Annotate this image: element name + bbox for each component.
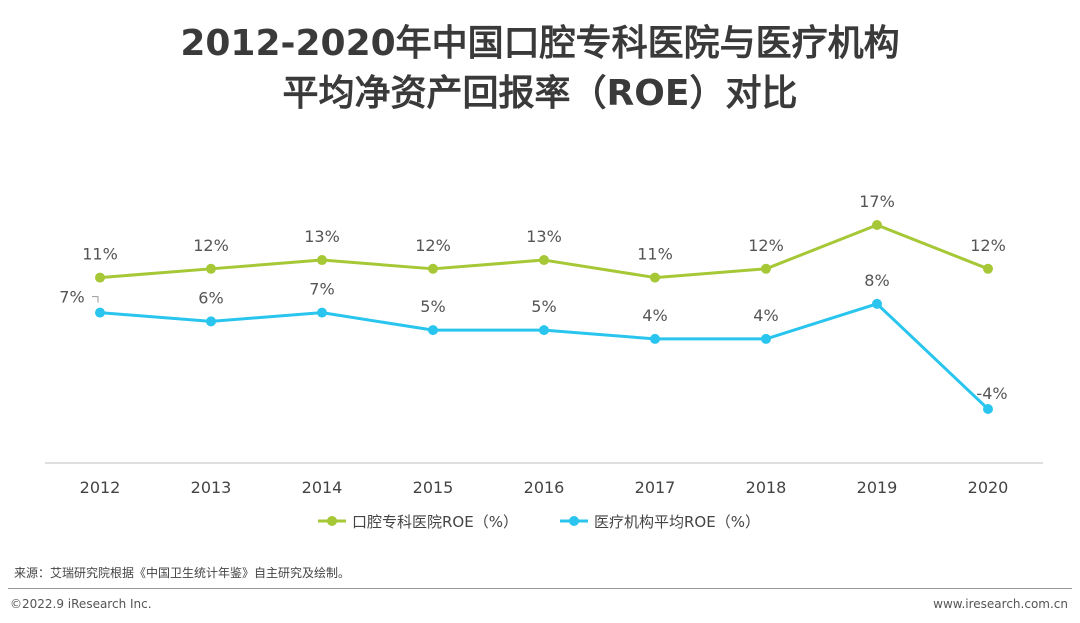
data-point [428,325,438,336]
data-point [95,307,105,318]
copyright-text: ©2022.9 iResearch Inc. [10,597,152,611]
x-tick-label: 2020 [968,478,1009,497]
x-tick-label: 2016 [524,478,565,497]
line-chart: 2012 2013 2014 2015 2016 2017 2018 2019 2020 11% 1… [45,192,1043,531]
data-label: 7% [309,280,334,299]
data-point [428,263,438,274]
data-label: 11% [637,245,673,264]
data-point [650,272,660,283]
data-point [983,263,993,274]
data-label: 7% [59,288,84,307]
data-label: 8% [864,271,889,290]
data-label: 5% [531,297,556,316]
data-label: 12% [748,236,784,255]
data-label: 17% [859,192,895,211]
data-point [983,404,993,414]
legend-swatch-marker [327,516,337,526]
data-point [206,316,216,327]
data-point [317,255,327,266]
footer-divider [8,588,1072,589]
data-label: -4% [976,384,1007,403]
data-label: 5% [420,297,445,316]
legend-swatch-marker [569,516,579,526]
data-label: 4% [642,306,667,325]
x-tick-label: 2019 [857,478,898,497]
data-label: 12% [415,236,451,255]
series-line-2 [99,302,990,411]
data-point [317,307,327,318]
x-tick-label: 2018 [746,478,787,497]
website-text: www.iresearch.com.cn [933,597,1068,611]
data-label: 12% [970,236,1006,255]
x-tick-label: 2012 [80,478,121,497]
x-tick-label: 2017 [635,478,676,497]
chart-title-line1: 2012-2020年中国口腔专科医院与医疗机构 [180,23,900,64]
label-leader-line [92,296,99,303]
data-label: 13% [526,227,562,246]
data-point [539,255,549,266]
data-point [206,263,216,274]
data-point [872,298,882,309]
x-tick-label: 2015 [413,478,454,497]
data-point [95,272,105,283]
data-point [650,333,660,344]
data-point [761,263,771,274]
data-label: 11% [82,245,118,264]
data-point [539,325,549,336]
x-tick-label: 2014 [302,478,343,497]
data-label: 12% [193,236,229,255]
data-label: 13% [304,227,340,246]
data-point [761,333,771,344]
data-label: 6% [198,288,223,307]
source-note: 来源：艾瑞研究院根据《中国卫生统计年鉴》自主研究及绘制。 [14,566,351,580]
legend-label-1: 口腔专科医院ROE（%） [352,513,518,531]
x-tick-label: 2013 [191,478,232,497]
chart-title-line2: 平均净资产回报率（ROE）对比 [282,73,798,114]
data-label: 4% [753,306,778,325]
legend-label-2: 医疗机构平均ROE（%） [594,513,760,531]
data-point [872,220,882,230]
